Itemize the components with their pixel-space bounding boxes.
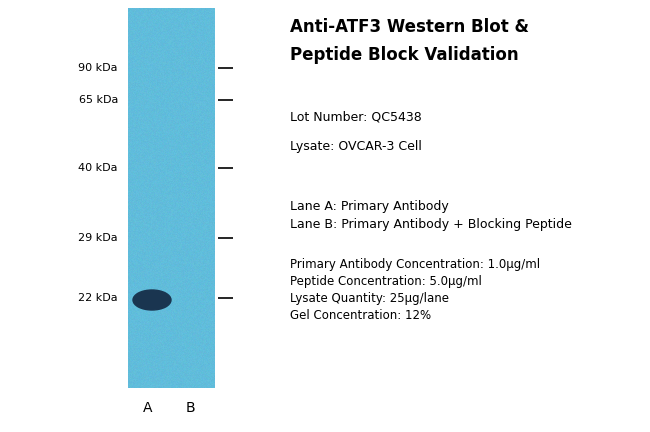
Text: 65 kDa: 65 kDa bbox=[79, 95, 118, 105]
Text: Lysate Quantity: 25μg/lane: Lysate Quantity: 25μg/lane bbox=[290, 292, 449, 305]
Text: 29 kDa: 29 kDa bbox=[79, 233, 118, 243]
Text: 40 kDa: 40 kDa bbox=[79, 163, 118, 173]
Text: Lysate: OVCAR-3 Cell: Lysate: OVCAR-3 Cell bbox=[290, 140, 422, 153]
Text: 22 kDa: 22 kDa bbox=[79, 293, 118, 303]
Text: Peptide Concentration: 5.0μg/ml: Peptide Concentration: 5.0μg/ml bbox=[290, 275, 482, 288]
Text: Lane A: Primary Antibody: Lane A: Primary Antibody bbox=[290, 200, 448, 213]
Text: Primary Antibody Concentration: 1.0μg/ml: Primary Antibody Concentration: 1.0μg/ml bbox=[290, 258, 540, 271]
Text: A: A bbox=[143, 401, 153, 415]
Text: Gel Concentration: 12%: Gel Concentration: 12% bbox=[290, 309, 431, 322]
Text: 90 kDa: 90 kDa bbox=[79, 63, 118, 73]
Text: Lane B: Primary Antibody + Blocking Peptide: Lane B: Primary Antibody + Blocking Pept… bbox=[290, 218, 572, 231]
Text: Anti-ATF3 Western Blot &: Anti-ATF3 Western Blot & bbox=[290, 18, 529, 36]
Text: B: B bbox=[185, 401, 195, 415]
Ellipse shape bbox=[133, 290, 171, 310]
Text: Lot Number: QC5438: Lot Number: QC5438 bbox=[290, 110, 422, 123]
Text: Peptide Block Validation: Peptide Block Validation bbox=[290, 46, 519, 64]
